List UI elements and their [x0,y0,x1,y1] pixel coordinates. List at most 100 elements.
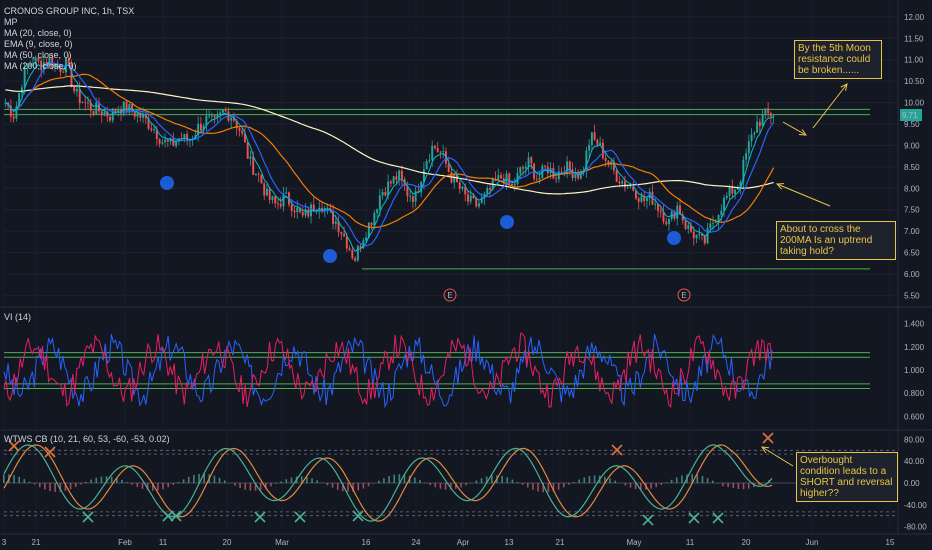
wt-histogram-bar [49,483,51,492]
candle-body [489,188,491,190]
candle-body [125,101,128,113]
x-tick-label: 20 [742,538,751,547]
wt-histogram-bar [105,476,108,483]
candle-body [15,106,18,119]
wt-tick-label: 40.00 [904,457,925,466]
candle-body [78,88,81,104]
candle-body [406,185,409,197]
arrow-head [798,128,808,136]
cross-marker-icon [352,510,364,522]
candle-body [232,117,235,121]
candle-body [681,214,684,221]
candle-body [70,64,73,87]
wt-histogram-bar [542,483,544,493]
candle-body [747,141,750,154]
candle-body [439,151,442,153]
arrow-head [840,83,848,91]
candle-body [712,222,715,224]
candle-body [62,71,65,73]
y-tick-label: 8.50 [904,163,920,172]
candle-body [417,191,420,193]
candle-body [373,212,376,226]
time-axis: 3 21 Feb 11 20 Mar 16 24 Apr 13 21 May 11 20 Jun 15 [2,538,895,547]
wt-histogram-bar [306,476,308,483]
candle-body [662,212,665,222]
wt-histogram-bar [146,483,149,491]
wt-histogram-bar [506,477,509,483]
wt-histogram-bar [218,477,221,483]
candle-body [480,197,483,204]
cross-marker-icon [642,514,654,526]
candle-body [604,157,607,161]
price-axes: 12.00 11.50 11.00 10.50 10.00 9.50 9.00 8.50 8.0… [900,13,927,532]
wt-histogram-bar [742,483,745,490]
candle-body [706,228,709,244]
wtws-pane [3,432,898,526]
candle-body [365,237,368,241]
candle-body [684,220,687,229]
candle-body [92,110,95,115]
candle-body [596,139,599,146]
candle-body [219,112,222,115]
wt-histogram-bar [439,483,442,489]
candle-body [701,233,703,236]
wt-histogram-bar [116,477,118,483]
candle-body [122,101,125,114]
candle-body [282,193,285,207]
candle-body [158,138,161,144]
y-tick-label: 8.00 [904,184,920,193]
candle-body [161,142,164,144]
wt-histogram-bar [244,483,247,490]
candle-body [535,178,538,180]
candle-body [296,207,299,213]
candle-body [753,132,756,135]
wt-histogram-bar [465,483,467,486]
candle-body [742,159,745,182]
candle-body [299,207,301,213]
candle-body [164,139,167,143]
wt-histogram-bar [650,483,652,489]
moon-icon [323,249,337,263]
candle-body [695,234,698,239]
x-tick-label: 20 [223,538,232,547]
candle-body [607,160,610,165]
candle-body [216,114,219,118]
vi-pane [3,332,870,409]
candle-body [522,167,525,169]
candle-body [304,209,307,216]
wt-histogram-bar [568,483,570,485]
candle-body [186,133,189,142]
wt-histogram-bar [280,481,283,483]
candle-body [252,156,255,175]
wt-histogram-bar [383,478,385,483]
candle-body [645,198,648,202]
candle-body [326,207,329,209]
wt-histogram-bar [706,478,709,483]
candle-body [376,209,379,213]
candle-body [293,210,296,213]
wt-histogram-bar [640,483,642,490]
candle-body [18,93,21,107]
candle-body [400,170,403,180]
wt-histogram-bar [732,483,735,489]
y-tick-label: 9.00 [904,141,920,150]
candle-body [640,195,643,202]
x-tick-label: 11 [159,538,168,547]
candle-body [197,123,200,136]
candle-body [714,222,717,224]
candle-body [175,141,178,146]
candle-body [169,138,172,142]
y-tick-label: 6.50 [904,249,920,258]
candle-body [725,195,728,198]
candle-body [585,150,588,171]
candle-body [676,205,679,219]
x-tick-label: 21 [32,538,41,547]
candle-body [458,182,461,189]
cross-marker-icon [294,511,306,523]
candle-body [257,173,260,175]
candle-body [544,165,547,167]
wt-histogram-bar [249,483,252,491]
candle-body [428,159,431,162]
wt-histogram-bar [290,477,293,483]
